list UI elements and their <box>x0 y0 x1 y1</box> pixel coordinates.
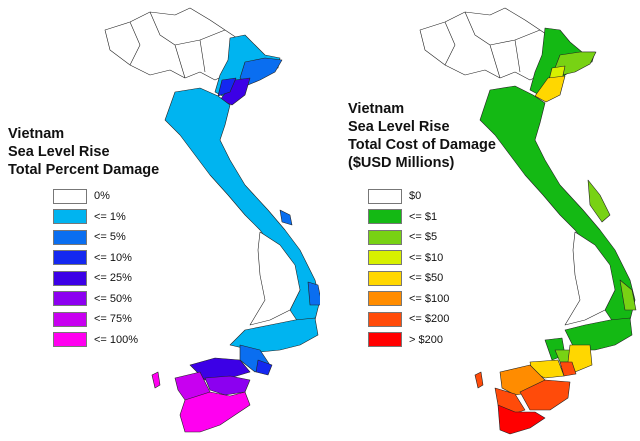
legend-item: <= $1 <box>368 207 449 228</box>
legend-swatch <box>53 311 87 327</box>
percent-damage-map-panel: Vietnam Sea Level Rise Total Percent Dam… <box>8 7 320 433</box>
legend-item: > $200 <box>368 330 449 351</box>
cost-damage-map-panel: Vietnam Sea Level Rise Total Cost of Dam… <box>320 0 640 441</box>
legend-swatch <box>368 291 402 307</box>
legend-item: <= $50 <box>368 268 449 289</box>
legend-item: <= 5% <box>53 227 138 248</box>
legend-item: <= $200 <box>368 309 449 330</box>
legend-item: <= 50% <box>53 289 138 310</box>
legend-swatch <box>368 311 402 327</box>
legend-swatch <box>53 270 87 286</box>
legend-swatch <box>368 332 402 348</box>
legend-item: <= 1% <box>53 207 138 228</box>
legend-item: <= $5 <box>368 227 449 248</box>
legend-swatch <box>53 229 87 245</box>
map-title: Vietnam Sea Level Rise Total Cost of Dam… <box>348 101 496 171</box>
legend-swatch <box>368 250 402 266</box>
legend-swatch <box>53 250 87 266</box>
map-title: Vietnam Sea Level Rise Total Percent Dam… <box>8 126 160 178</box>
legend-swatch <box>53 291 87 307</box>
legend-swatch <box>368 270 402 286</box>
percent-legend: 0% <= 1% <= 5% <= 10% <= 25% <= 50% <= 7… <box>53 186 138 350</box>
legend-swatch <box>368 229 402 245</box>
legend-item: <= $100 <box>368 289 449 310</box>
legend-swatch <box>53 188 87 204</box>
cost-damage-map <box>419 7 637 435</box>
legend-item: <= 10% <box>53 248 138 269</box>
legend-item: 0% <box>53 186 138 207</box>
legend-item: $0 <box>368 186 449 207</box>
percent-damage-map <box>104 7 320 433</box>
legend-swatch <box>368 209 402 225</box>
legend-item: <= 25% <box>53 268 138 289</box>
legend-swatch <box>53 332 87 348</box>
legend-swatch <box>53 209 87 225</box>
legend-item: <= 75% <box>53 309 138 330</box>
legend-item: <= $10 <box>368 248 449 269</box>
legend-item: <= 100% <box>53 330 138 351</box>
cost-legend: $0 <= $1 <= $5 <= $10 <= $50 <= $100 <= … <box>368 186 449 350</box>
legend-swatch <box>368 188 402 204</box>
